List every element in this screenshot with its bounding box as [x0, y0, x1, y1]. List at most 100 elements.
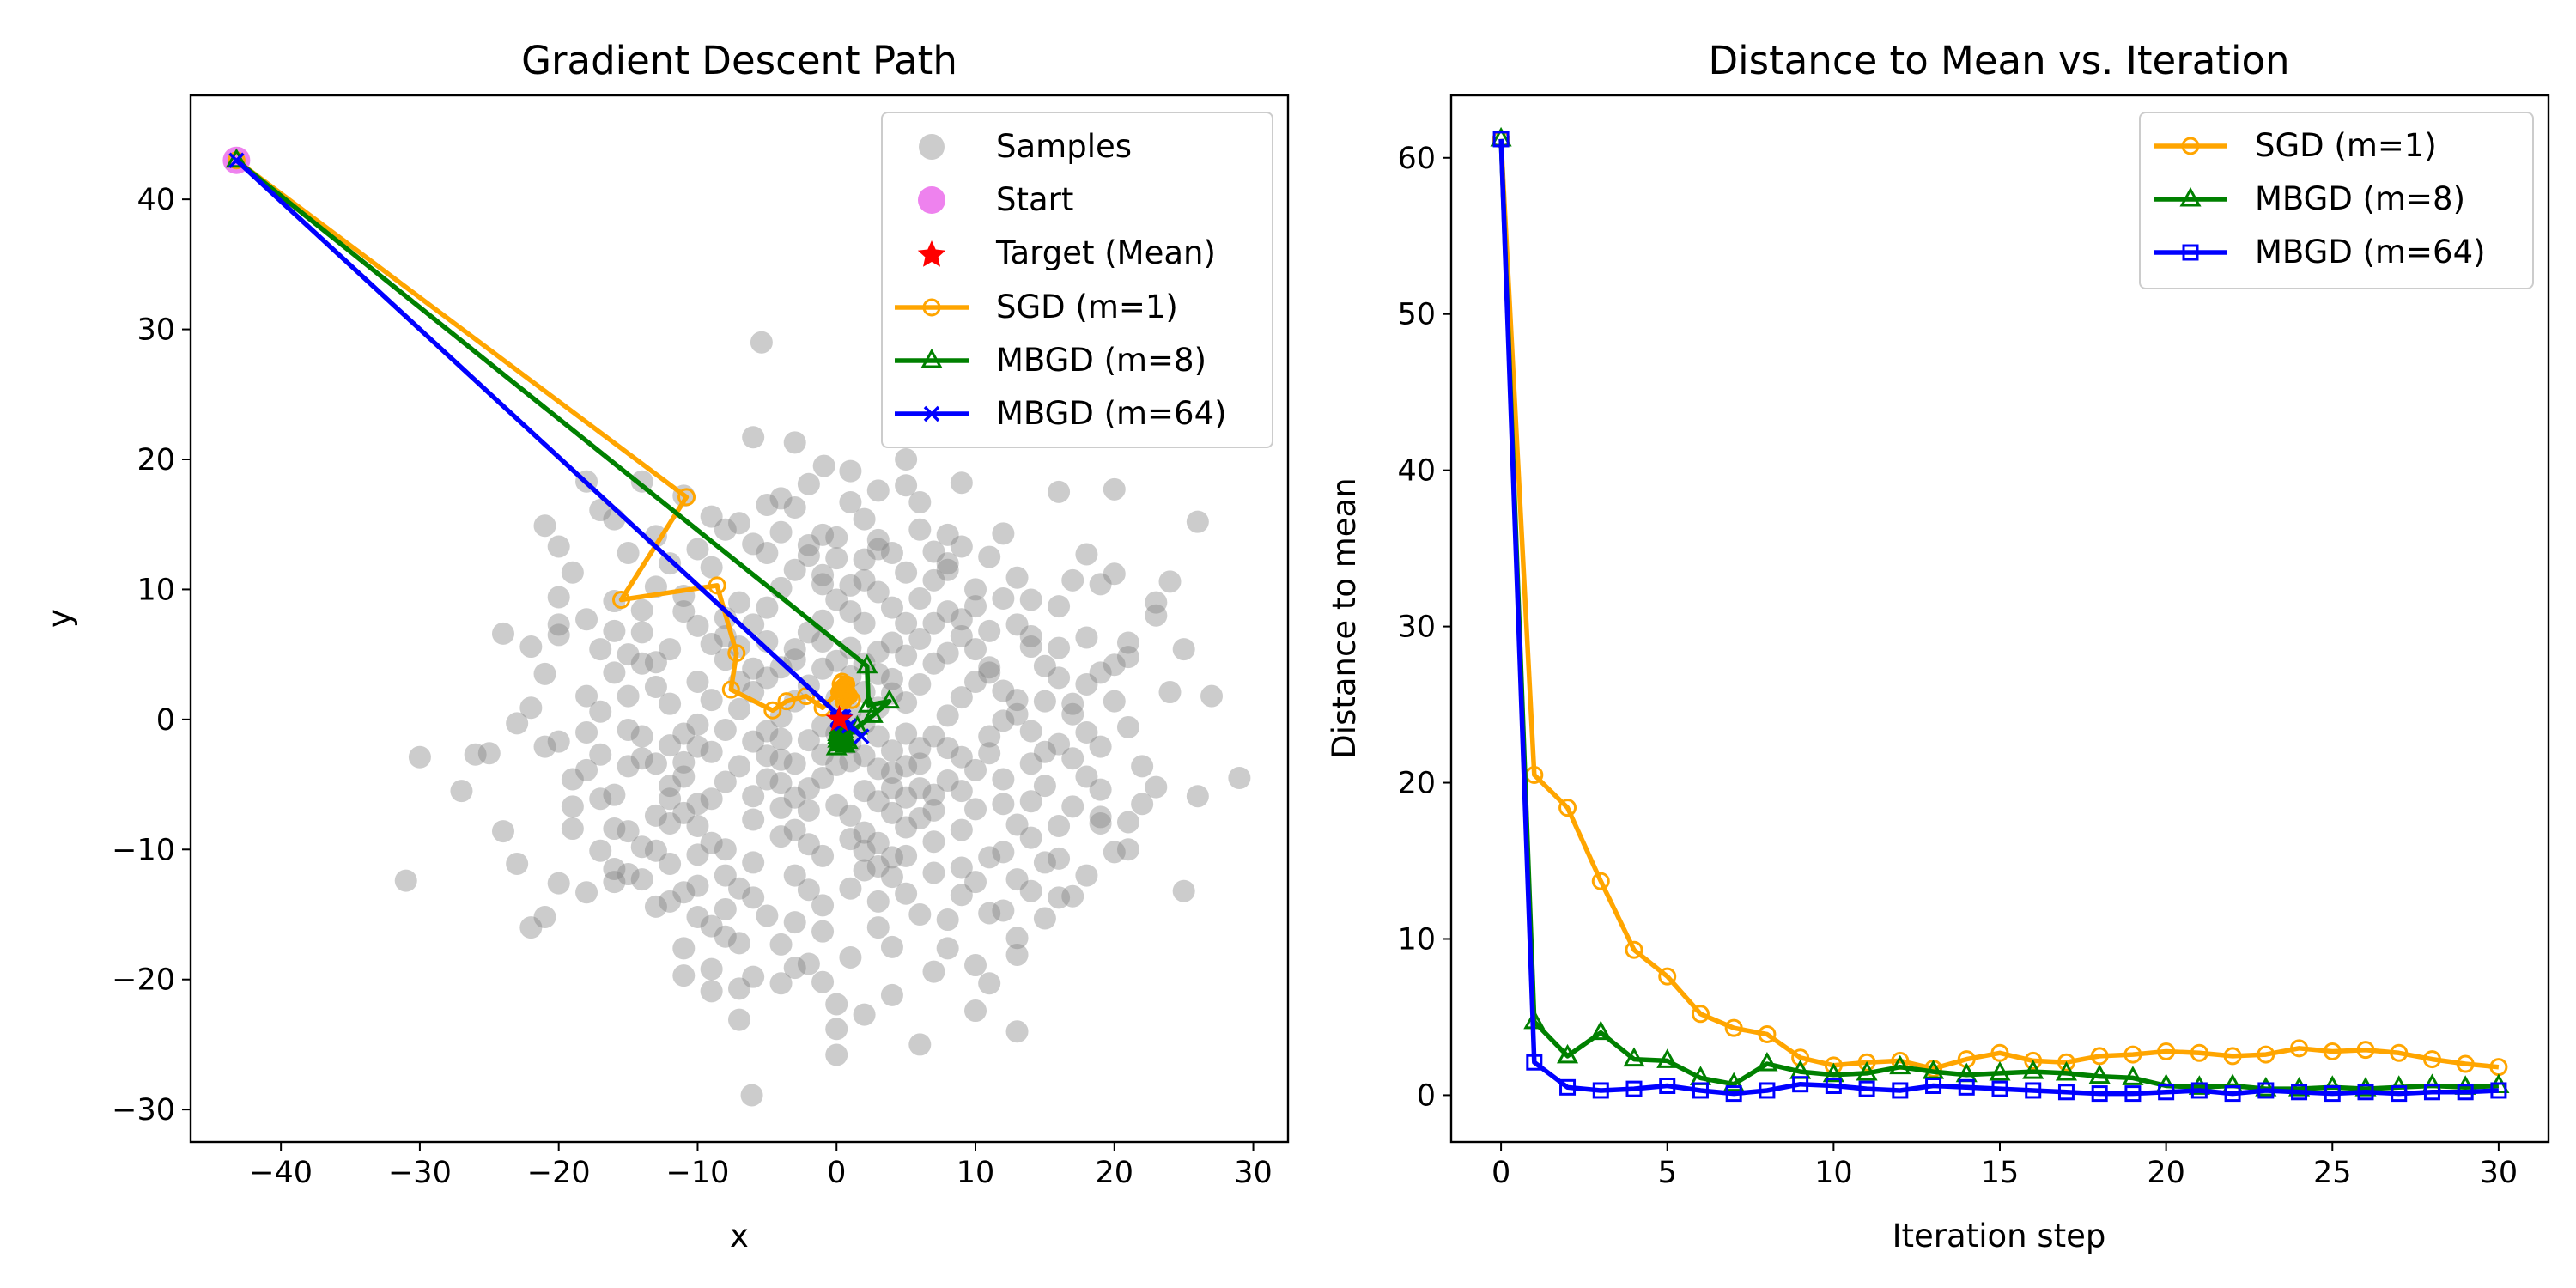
- mbgd8-distance-marker: [1623, 1047, 1645, 1067]
- sample-point: [1005, 566, 1029, 589]
- sample-point: [992, 587, 1015, 611]
- sample-point: [659, 812, 682, 835]
- sample-point: [659, 890, 682, 913]
- sample-point: [797, 533, 820, 556]
- sample-point: [659, 775, 682, 798]
- sample-point: [630, 598, 653, 622]
- sample-point: [630, 725, 653, 748]
- sample-point: [1005, 689, 1029, 712]
- sample-point: [1033, 740, 1056, 763]
- left-x-axis-label: x: [730, 1218, 749, 1255]
- sample-point: [672, 937, 696, 960]
- sgd-distance-marker: [1625, 940, 1643, 959]
- sgd-distance-marker: [1558, 799, 1577, 817]
- mbgd64-distance-marker: [1725, 1085, 1742, 1103]
- sample-point: [922, 830, 945, 854]
- sample-point: [992, 899, 1015, 922]
- sample-point: [895, 474, 918, 497]
- mbgd64-distance-marker: [1659, 1078, 1676, 1095]
- sample-point: [1048, 815, 1071, 838]
- sample-point: [740, 1084, 763, 1107]
- sgd-distance-marker: [2190, 1043, 2208, 1062]
- sample-point: [756, 494, 779, 516]
- sample-point: [825, 993, 848, 1016]
- sample-point: [742, 730, 765, 753]
- mbgd64-distance-marker: [1559, 1078, 1577, 1096]
- sample-point: [978, 725, 1001, 748]
- mbgd64-distance-line: [1498, 138, 2500, 1097]
- sample-point: [1116, 811, 1139, 834]
- sample-point: [603, 783, 626, 806]
- sample-point: [950, 608, 973, 631]
- sample-point: [1048, 666, 1071, 690]
- sample-point: [964, 954, 987, 977]
- sample-point: [825, 753, 848, 776]
- left-legend: Samples Start Target (Mean) SGD (m=1) MB…: [881, 112, 1273, 448]
- left-x-tick-label: 20: [1096, 1156, 1134, 1190]
- sample-point: [686, 843, 709, 866]
- sgd-distance-marker: [2390, 1043, 2409, 1062]
- sgd-path-marker: [763, 701, 782, 720]
- sample-point: [1145, 775, 1168, 799]
- sgd-path-marker: [797, 687, 816, 706]
- sample-point: [1103, 562, 1126, 586]
- sample-point: [603, 871, 626, 894]
- sample-point: [589, 787, 612, 811]
- mbgd64-distance-marker: [1625, 1080, 1643, 1097]
- sample-point: [630, 621, 653, 644]
- sample-point: [853, 1003, 876, 1026]
- mbgd64-distance-marker: [1592, 1082, 1609, 1099]
- sample-point: [1089, 573, 1112, 596]
- sample-point: [811, 894, 835, 917]
- sample-point: [1033, 851, 1056, 874]
- right-y-tick-label: 0: [1417, 1078, 1436, 1113]
- sample-point: [700, 980, 723, 1003]
- right-legend-mbgd8-label: MBGD (m=8): [2255, 180, 2465, 217]
- sample-point: [491, 820, 514, 843]
- sample-point: [922, 960, 945, 983]
- sample-point: [978, 656, 1001, 679]
- sgd-distance-marker: [2157, 1042, 2176, 1060]
- sample-point: [714, 838, 737, 861]
- mbgd8-distance-marker: [1989, 1060, 2011, 1081]
- sample-point: [742, 808, 765, 831]
- sample-point: [797, 544, 820, 568]
- sample-point: [1019, 635, 1042, 659]
- sample-point: [853, 821, 876, 844]
- sample-point: [992, 709, 1015, 732]
- sample-point: [1019, 720, 1042, 743]
- legend-mbgd64-marker: [923, 405, 940, 422]
- sample-point: [964, 638, 987, 661]
- mbgd8-distance-marker: [2088, 1064, 2111, 1084]
- sgd-distance-marker: [2257, 1045, 2275, 1064]
- sample-point: [742, 426, 765, 449]
- mbgd64-distance-marker: [2124, 1085, 2142, 1103]
- mbgd64-distance-marker: [2291, 1084, 2308, 1101]
- sample-point: [797, 729, 820, 752]
- sample-point: [1061, 795, 1084, 818]
- mbgd64-distance-marker: [2158, 1084, 2175, 1101]
- sample-point: [644, 752, 667, 775]
- mbgd64-distance-marker: [1991, 1080, 2008, 1097]
- sample-point: [742, 965, 765, 988]
- right-y-axis-label: Distance to mean: [1326, 477, 1363, 758]
- left-y-tick-label: 0: [156, 703, 175, 738]
- sample-point: [783, 496, 806, 519]
- sample-point: [547, 613, 570, 636]
- sample-point: [1005, 868, 1029, 891]
- sample-point: [547, 586, 570, 609]
- sample-point: [603, 619, 626, 642]
- sample-point: [672, 750, 696, 774]
- mbgd8-distance-marker: [1656, 1048, 1679, 1068]
- sample-point: [880, 596, 903, 619]
- sample-point: [978, 742, 1001, 765]
- sample-point: [978, 902, 1001, 925]
- sample-point: [992, 522, 1015, 545]
- sample-point: [853, 568, 876, 592]
- sample-point: [895, 844, 918, 867]
- sample-point: [756, 904, 779, 927]
- sample-point: [992, 793, 1015, 816]
- sample-point: [672, 600, 696, 623]
- sample-point: [686, 815, 709, 838]
- sample-point: [561, 817, 584, 841]
